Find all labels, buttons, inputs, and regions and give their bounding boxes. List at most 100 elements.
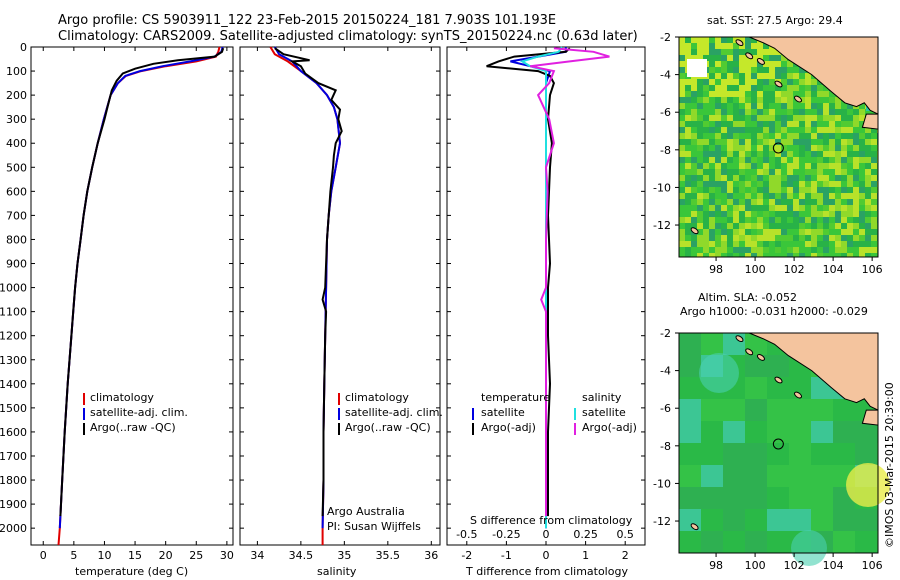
map-cell <box>703 139 709 145</box>
map-cell <box>739 247 745 253</box>
map-cell <box>805 235 811 241</box>
lon-tick-label: 100 <box>745 263 766 276</box>
map-cell <box>871 223 877 229</box>
map-cell <box>745 121 751 127</box>
map-cell <box>853 223 859 229</box>
map-frame <box>678 36 879 258</box>
map-cell <box>727 229 733 235</box>
map-cell <box>799 217 805 223</box>
map-cell <box>817 211 823 217</box>
y-tick-label: 1500 <box>0 402 27 415</box>
map-cell <box>775 199 781 205</box>
map-cell <box>721 115 727 121</box>
map-cell <box>811 187 817 193</box>
map-cell <box>721 229 727 235</box>
map-cell <box>811 169 817 175</box>
map-cell <box>757 241 763 247</box>
map-cell <box>775 139 781 145</box>
map-cell <box>775 181 781 187</box>
map-cell <box>811 85 817 91</box>
map-cell <box>789 465 811 487</box>
map-cell <box>805 169 811 175</box>
map-cell <box>811 115 817 121</box>
map-cell <box>745 211 751 217</box>
map-cell <box>703 121 709 127</box>
map-cell <box>835 175 841 181</box>
map-cell <box>793 145 799 151</box>
map-cell <box>763 109 769 115</box>
map-cell <box>709 37 715 43</box>
map-cell <box>679 487 701 509</box>
map-cell <box>679 55 685 61</box>
lat-tick-label: -12 <box>653 515 671 528</box>
map-cell <box>679 115 685 121</box>
map-cell <box>835 217 841 223</box>
map-cell <box>793 85 799 91</box>
map-cell <box>847 193 853 199</box>
map-cell <box>757 247 763 253</box>
map-cell <box>715 211 721 217</box>
map-cell <box>853 199 859 205</box>
map-cell <box>855 443 877 465</box>
map-cell <box>733 235 739 241</box>
map-cell <box>833 399 855 421</box>
map-cell <box>709 127 715 133</box>
map-cell <box>739 145 745 151</box>
map-cell <box>715 73 721 79</box>
map-cell <box>769 169 775 175</box>
map-cell <box>865 199 871 205</box>
map-cell <box>859 205 865 211</box>
map-cell <box>775 61 781 67</box>
map-cell <box>697 145 703 151</box>
map-cell <box>787 151 793 157</box>
map-cell <box>853 205 859 211</box>
map-cell <box>763 187 769 193</box>
map-cell <box>817 151 823 157</box>
map-cell <box>733 103 739 109</box>
map-cell <box>727 211 733 217</box>
map-cell <box>697 139 703 145</box>
map-cell <box>739 97 745 103</box>
map-cell <box>703 235 709 241</box>
lat-tick-label: -4 <box>660 69 671 82</box>
map-cell <box>709 49 715 55</box>
map-cell <box>757 169 763 175</box>
map-cell <box>727 163 733 169</box>
map-cell <box>871 217 877 223</box>
map-cell <box>793 79 799 85</box>
map-cell <box>721 67 727 73</box>
map-cell <box>723 531 745 553</box>
map-cell <box>817 205 823 211</box>
map-cell <box>841 145 847 151</box>
map-cell <box>709 229 715 235</box>
map-cell <box>721 109 727 115</box>
map-cell <box>811 79 817 85</box>
legend-s-argo-label: Argo(-adj) <box>582 421 637 434</box>
map-cell <box>799 85 805 91</box>
map-cell <box>703 109 709 115</box>
map-cell <box>847 181 853 187</box>
map-cell <box>769 211 775 217</box>
map-cell <box>847 169 853 175</box>
map-cell <box>757 43 763 49</box>
title-line-1: Argo profile: CS 5903911_122 23-Feb-2015… <box>58 13 557 28</box>
map-cell <box>793 73 799 79</box>
map-cell <box>793 103 799 109</box>
map-cell <box>775 217 781 223</box>
map-cell <box>745 139 751 145</box>
map-cell <box>715 139 721 145</box>
map-cell <box>679 421 701 443</box>
map-cell <box>865 169 871 175</box>
map-cell <box>835 253 841 257</box>
map-cell <box>767 377 789 399</box>
map-cell <box>859 169 865 175</box>
map-cell <box>871 211 877 217</box>
map-cell <box>757 49 763 55</box>
s-difference-axis-label: S difference from climatology <box>470 514 633 527</box>
map-cell <box>775 241 781 247</box>
map-cell <box>763 127 769 133</box>
sla-map: 98 100 102 104 106 -2 -4 -6 -8 -10 -12 <box>653 327 890 572</box>
map-cell <box>679 145 685 151</box>
map-cell <box>811 97 817 103</box>
map-cell <box>739 121 745 127</box>
